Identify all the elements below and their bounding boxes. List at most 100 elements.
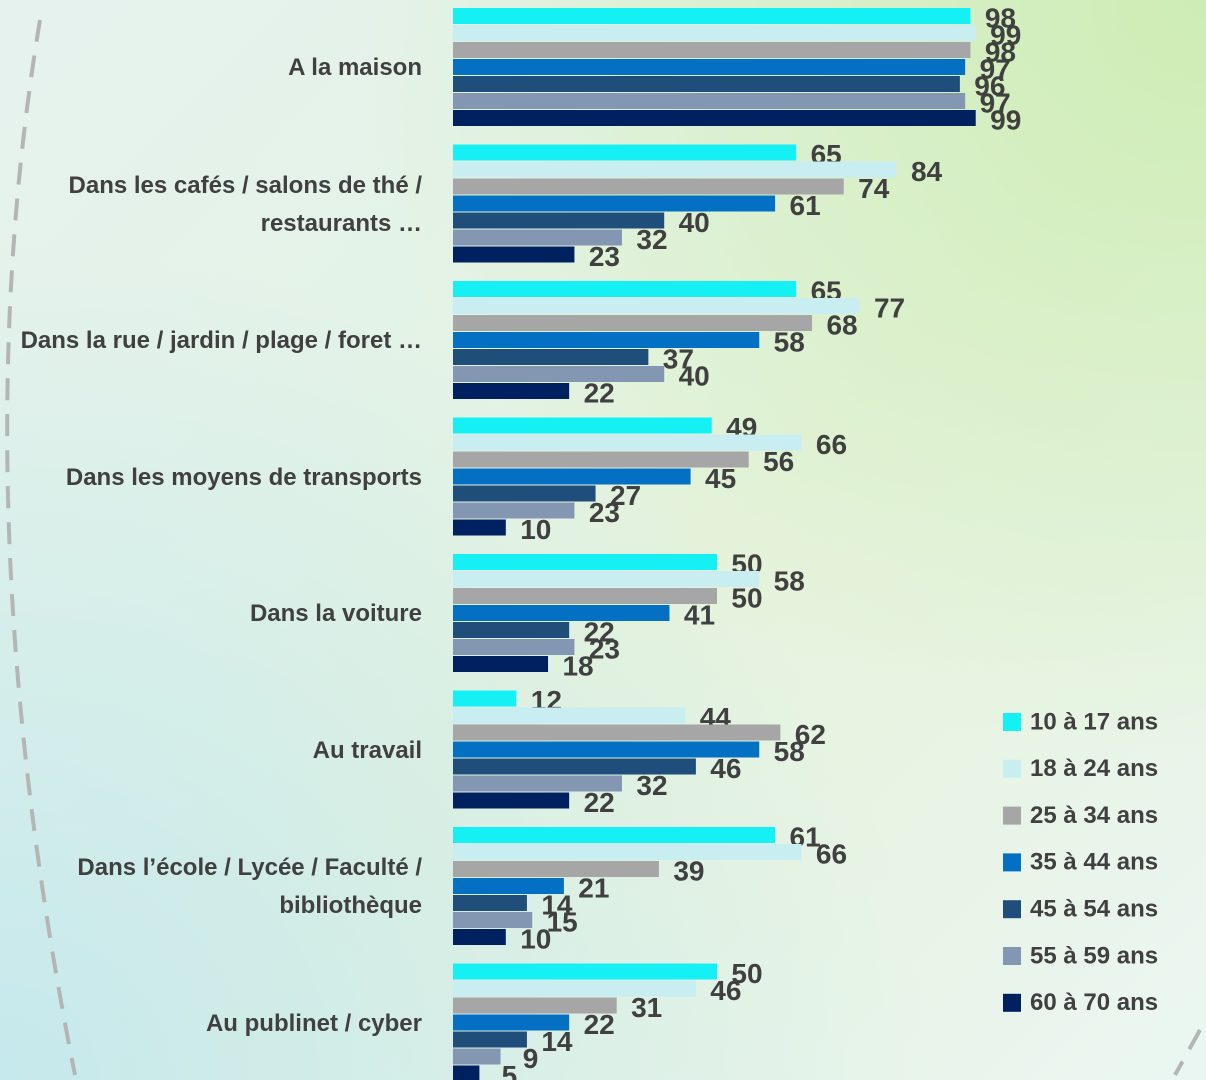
bar — [453, 8, 971, 24]
bar — [453, 502, 575, 519]
data-label: 61 — [790, 190, 821, 221]
bar — [453, 42, 971, 58]
bar — [453, 519, 506, 536]
data-label: 96 — [974, 70, 1005, 101]
bar — [453, 861, 659, 877]
legend-label: 55 à 59 ans — [1030, 942, 1158, 969]
bar — [453, 639, 575, 655]
data-label: 32 — [636, 770, 667, 801]
data-label: 23 — [589, 497, 620, 528]
data-label: 97 — [980, 87, 1011, 118]
legend-swatch — [1003, 947, 1021, 965]
data-label: 46 — [710, 753, 741, 784]
data-label: 58 — [774, 565, 805, 596]
category-label: Dans les cafés / salons de thé / restaur… — [68, 171, 422, 237]
legend-label: 25 à 34 ans — [1030, 802, 1158, 829]
data-label: 23 — [589, 633, 620, 664]
bar — [453, 315, 813, 331]
bar — [453, 792, 570, 809]
category-label: Au publinet / cyber — [205, 1009, 422, 1037]
bar — [453, 76, 960, 92]
data-label: 27 — [610, 480, 641, 511]
legend-swatch — [1003, 853, 1021, 872]
data-label: 62 — [795, 719, 826, 750]
data-label: 99 — [990, 19, 1021, 50]
bar — [453, 212, 665, 229]
category-label: Dans les moyens de transports — [65, 463, 422, 491]
bar — [453, 690, 517, 707]
bar — [453, 878, 564, 894]
bar — [453, 246, 575, 263]
bar — [453, 1031, 527, 1048]
legend-label: 18 à 24 ans — [1030, 755, 1158, 782]
bar — [453, 1048, 501, 1065]
data-label: 98 — [985, 2, 1016, 33]
data-label: 18 — [562, 650, 593, 681]
bar — [453, 144, 797, 161]
data-label: 68 — [826, 309, 857, 340]
bar — [453, 451, 749, 468]
data-label: 9 — [523, 1043, 539, 1074]
category-label: Dans la voiture — [249, 600, 422, 627]
legend-swatch — [1003, 713, 1021, 731]
data-label: 66 — [816, 838, 847, 869]
data-label: 22 — [584, 1009, 615, 1040]
data-label: 5 — [502, 1060, 518, 1080]
category-label: Dans l’école / Lycée / Faculté / bibliot… — [77, 854, 422, 919]
bar — [453, 110, 976, 126]
data-label: 58 — [774, 326, 805, 357]
data-label: 15 — [547, 906, 578, 937]
bar — [453, 1065, 480, 1080]
bar — [453, 1014, 570, 1031]
bar — [453, 775, 622, 792]
bar — [453, 178, 844, 195]
data-label: 98 — [985, 36, 1016, 67]
data-label: 37 — [663, 343, 694, 374]
bar — [453, 554, 717, 570]
data-label: 14 — [541, 1026, 573, 1057]
legend-swatch — [1003, 900, 1021, 919]
legend-label: 10 à 17 ans — [1030, 708, 1158, 735]
bar — [453, 383, 570, 399]
legend-label: 60 à 70 ans — [1030, 989, 1158, 1016]
bar — [453, 758, 696, 775]
data-label: 74 — [858, 173, 890, 204]
bar — [453, 622, 570, 638]
bar — [453, 963, 717, 980]
data-label: 39 — [673, 855, 704, 886]
bar — [453, 195, 776, 212]
data-label: 31 — [631, 992, 662, 1023]
bar — [453, 656, 549, 672]
bar — [453, 980, 696, 997]
data-label: 77 — [874, 292, 905, 323]
data-label: 23 — [589, 241, 620, 272]
category-label: Au travail — [312, 736, 422, 764]
bar — [453, 588, 717, 604]
decor-arc — [1173, 1029, 1202, 1076]
bar — [453, 895, 527, 911]
legend-swatch — [1003, 806, 1021, 825]
data-label: 22 — [584, 377, 615, 408]
data-label: 97 — [980, 53, 1011, 84]
bar — [453, 997, 617, 1014]
bar — [453, 59, 966, 75]
bar — [453, 929, 506, 945]
bar — [453, 298, 860, 314]
data-label: 21 — [578, 872, 609, 903]
data-label: 22 — [584, 787, 615, 818]
data-label: 32 — [636, 224, 667, 255]
bar — [453, 229, 622, 246]
data-label: 14 — [541, 889, 573, 920]
bar — [453, 161, 897, 178]
bar — [453, 434, 802, 451]
bar — [453, 827, 776, 843]
data-label: 46 — [710, 975, 741, 1006]
bar — [453, 332, 760, 348]
category-label: A la maison — [288, 54, 422, 81]
legend-label: 45 à 54 ans — [1030, 896, 1158, 923]
bar — [453, 485, 596, 502]
legend-swatch — [1003, 993, 1021, 1012]
data-label: 99 — [990, 104, 1021, 135]
